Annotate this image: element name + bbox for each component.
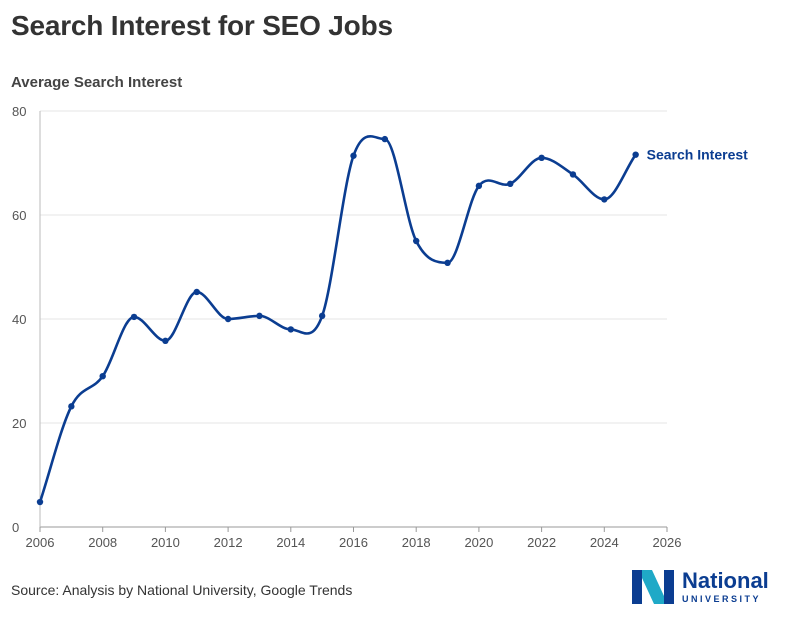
chart-title: Search Interest for SEO Jobs [11, 10, 393, 41]
x-tick-label-2008: 2008 [88, 535, 117, 550]
data-point-2013 [256, 312, 263, 320]
data-point-2017 [381, 135, 389, 143]
gridlines [40, 110, 667, 424]
x-tick-label-2020: 2020 [464, 535, 493, 550]
data-point-2016 [350, 152, 357, 159]
logo-subtitle: UNIVERSITY [682, 594, 762, 604]
y-tick-label-40: 40 [12, 312, 26, 327]
logo-mark-icon [632, 570, 674, 604]
data-point-2025 [632, 151, 639, 158]
national-university-logo: National UNIVERSITY [630, 568, 786, 608]
data-point-2018 [413, 237, 420, 245]
logo-name: National [682, 568, 769, 593]
y-axis-title: Average Search Interest [11, 74, 183, 91]
x-tick-label-2006: 2006 [26, 535, 55, 550]
data-point-2011 [193, 288, 200, 296]
data-point-2012 [224, 315, 232, 323]
x-tick-label-2022: 2022 [527, 535, 556, 550]
data-point-2022 [538, 154, 545, 161]
tick-labels: 0 20 40 60 80 2006 2008 2010 2012 2014 2016 2018 202… [12, 104, 681, 550]
data-point-2007 [68, 403, 75, 410]
data-point-2009 [130, 313, 138, 321]
y-tick-label-80: 80 [12, 104, 26, 119]
data-point-2024 [601, 196, 608, 203]
data-point-2014 [287, 326, 294, 333]
data-point-2020 [475, 182, 483, 190]
source-note: Source: Analysis by National University,… [11, 582, 353, 598]
series-label-search-interest: Search Interest [647, 147, 748, 163]
data-points [36, 135, 639, 506]
data-point-2015 [318, 312, 326, 320]
data-point-2008 [99, 373, 106, 380]
y-tick-label-60: 60 [12, 208, 26, 223]
data-point-2010 [162, 337, 169, 345]
data-point-2019 [444, 259, 451, 267]
x-tick-label-2010: 2010 [151, 535, 180, 550]
x-tick-label-2016: 2016 [339, 535, 368, 550]
axes [39, 111, 668, 532]
x-tick-label-2012: 2012 [214, 535, 243, 550]
x-tick-label-2024: 2024 [590, 535, 619, 550]
x-tick-label-2014: 2014 [276, 535, 305, 550]
data-point-2006 [36, 498, 44, 506]
y-tick-label-20: 20 [12, 416, 26, 431]
data-point-2021 [507, 180, 514, 187]
y-tick-label-0: 0 [12, 520, 19, 535]
data-point-2023 [569, 171, 577, 178]
x-tick-label-2026: 2026 [653, 535, 682, 550]
x-tick-label-2018: 2018 [402, 535, 431, 550]
